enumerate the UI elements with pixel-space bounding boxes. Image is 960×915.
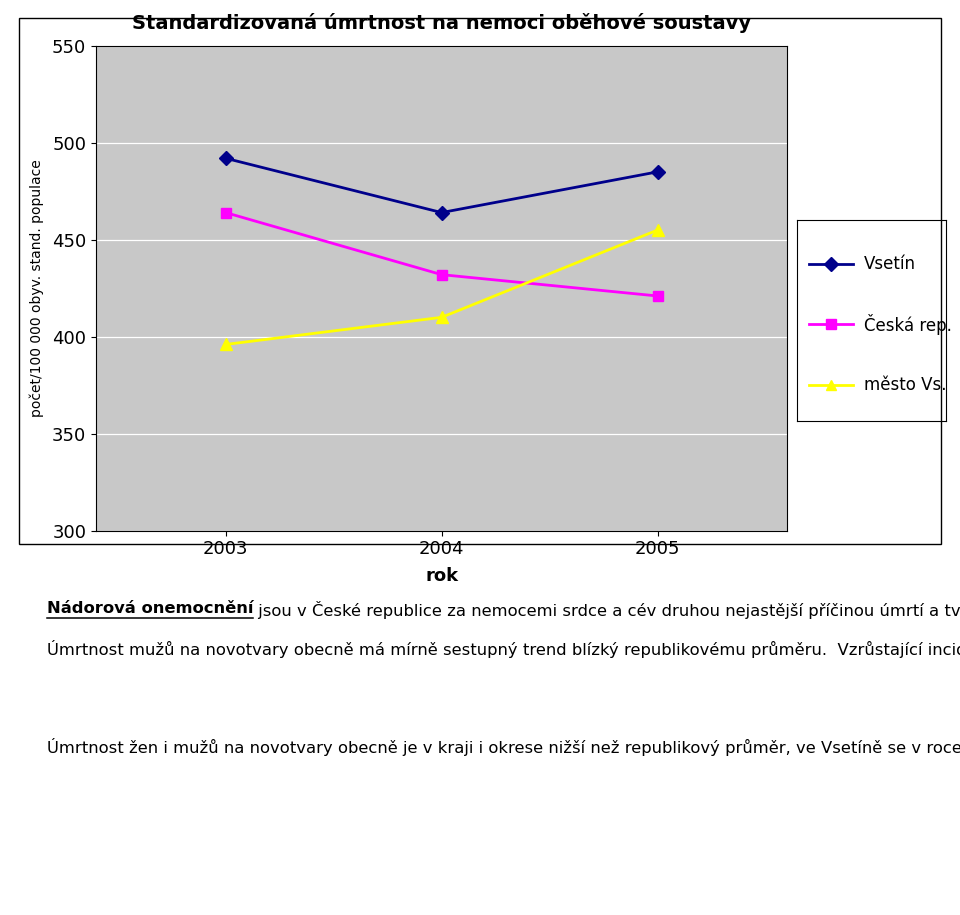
Text: Úmrtnost žen i mužů na novotvary obecně je v kraji i okrese nižší než republikov: Úmrtnost žen i mužů na novotvary obecně …: [47, 737, 960, 756]
Text: Úmrtnost mužů na novotvary obecně má mírně sestupný trend blízký republikovému p: Úmrtnost mužů na novotvary obecně má mír…: [47, 640, 960, 659]
Y-axis label: počet/100 000 obyv. stand. populace: počet/100 000 obyv. stand. populace: [29, 159, 44, 417]
X-axis label: rok: rok: [425, 566, 458, 585]
Text: město Vs.: město Vs.: [864, 376, 947, 393]
Text: jsou v České republice za nemocemi srdce a cév druhou nejastější příčinou úmrtí : jsou v České republice za nemocemi srdce…: [253, 601, 960, 619]
Text: Česká rep.: Česká rep.: [864, 314, 951, 335]
Title: Standardizovaná úmrtnost na nemoci oběhové soustavy: Standardizovaná úmrtnost na nemoci oběho…: [132, 13, 751, 33]
Text: Vsetín: Vsetín: [864, 255, 916, 273]
Text: Nádorová onemocnění: Nádorová onemocnění: [47, 601, 253, 616]
